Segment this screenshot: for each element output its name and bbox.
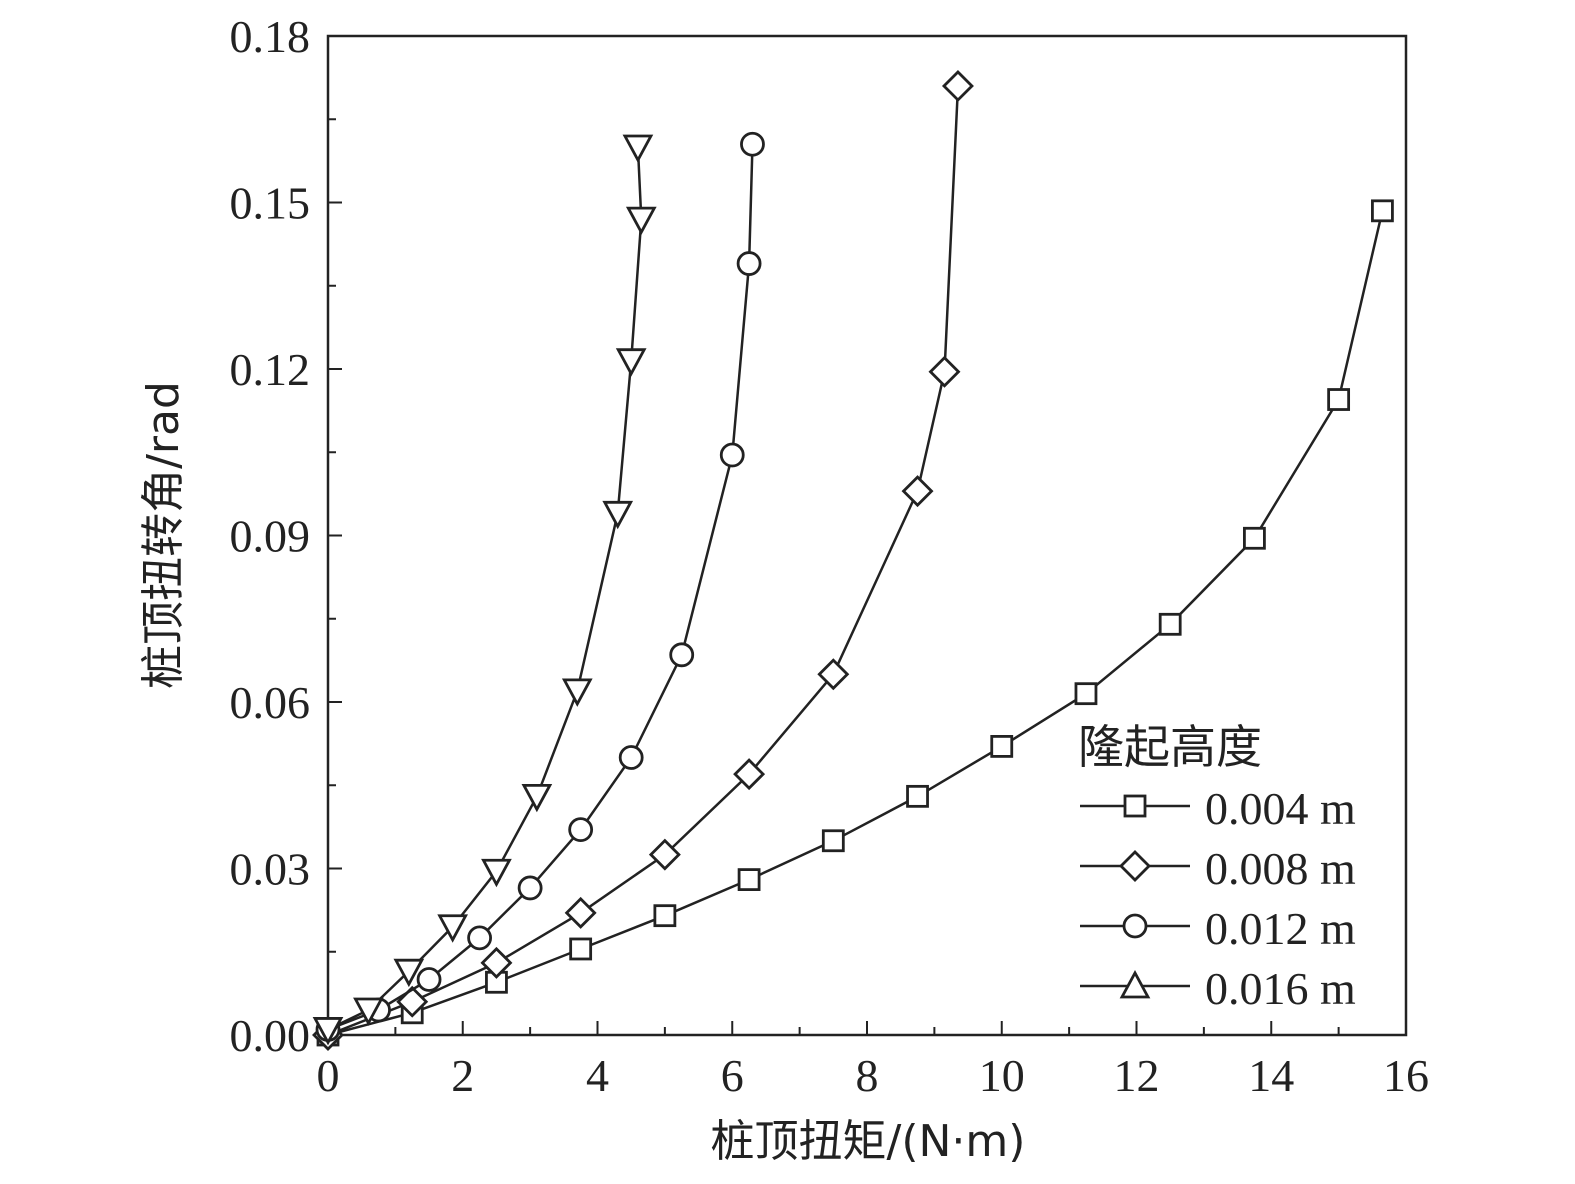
legend: 隆起高度 0.004 m 0.008 m 0.012 m 0.016 m	[1078, 720, 1356, 1014]
data-point	[564, 896, 597, 929]
data-point	[618, 745, 644, 770]
data-point	[481, 858, 512, 888]
legend-item: 0.012 m	[1080, 903, 1356, 954]
legend-label: 0.008 m	[1205, 843, 1356, 894]
data-point	[928, 355, 961, 388]
data-point	[416, 967, 442, 992]
data-point	[437, 914, 468, 943]
x-tick-label: 14	[1248, 1050, 1294, 1101]
x-axis-title: 桩顶扭矩/(N·m)	[711, 1116, 1026, 1167]
y-axis-title: 桩顶扭转角/rad	[138, 381, 189, 689]
data-point	[568, 817, 594, 843]
y-tick-label: 0.09	[230, 511, 311, 562]
data-point	[990, 735, 1014, 758]
data-point	[736, 251, 762, 276]
y-tick-label: 0.03	[230, 844, 311, 895]
x-tick-label: 8	[856, 1050, 879, 1101]
legend-label: 0.016 m	[1205, 963, 1356, 1014]
data-point	[561, 678, 593, 707]
series-4	[312, 134, 657, 1046]
data-point	[480, 946, 513, 979]
data-point	[669, 642, 695, 668]
data-point	[353, 997, 384, 1026]
y-tick-label: 0.00	[230, 1010, 311, 1061]
x-tick-label: 2	[451, 1050, 474, 1101]
y-tick-label: 0.06	[230, 677, 311, 728]
data-point	[821, 829, 845, 853]
x-tick-label: 12	[1114, 1050, 1160, 1101]
legend-item: 0.016 m	[1080, 963, 1356, 1014]
data-point	[901, 475, 934, 508]
data-point	[817, 658, 850, 691]
data-point	[1243, 526, 1266, 550]
legend-marker	[1123, 794, 1147, 818]
data-point	[615, 348, 647, 377]
legend-marker	[1119, 970, 1151, 999]
series-line	[327, 144, 754, 1031]
x-tick-label: 4	[586, 1050, 609, 1101]
data-point	[906, 784, 929, 808]
axis-ticks: 0 2 4 6 8 10 12 14 16 0.00 0.03 0.06 0.09 0.12 0.15 0.1…	[230, 11, 1430, 1101]
data-point	[719, 442, 745, 468]
data-point	[1074, 682, 1098, 706]
legend-label: 0.012 m	[1205, 903, 1356, 954]
y-tick-label: 0.15	[230, 178, 311, 229]
y-tick-label: 0.18	[230, 11, 311, 62]
data-point	[517, 875, 543, 901]
legend-item: 0.004 m	[1080, 783, 1356, 834]
data-point	[393, 958, 425, 988]
data-point	[733, 758, 766, 791]
data-point	[740, 131, 765, 157]
data-point	[1327, 388, 1351, 411]
legend-label: 0.004 m	[1205, 783, 1356, 834]
series-line	[327, 210, 1384, 1037]
data-point	[625, 206, 657, 236]
legend-item: 0.008 m	[1080, 843, 1356, 894]
data-point	[569, 937, 593, 961]
legend-marker	[1119, 850, 1151, 882]
series-line	[327, 85, 960, 1037]
series-line	[327, 146, 643, 1031]
data-point	[602, 500, 634, 530]
y-tick-label: 0.12	[230, 344, 311, 395]
data-point	[941, 69, 974, 102]
legend-title: 隆起高度	[1078, 720, 1262, 774]
x-tick-label: 6	[721, 1050, 744, 1101]
data-point	[467, 925, 492, 951]
series-group	[312, 69, 1394, 1051]
data-point	[1158, 612, 1182, 636]
data-point	[312, 1017, 344, 1046]
data-point	[653, 904, 677, 928]
x-tick-label: 0	[317, 1050, 340, 1101]
x-tick-label: 16	[1383, 1050, 1429, 1101]
series-3	[315, 131, 765, 1042]
legend-marker	[1122, 913, 1148, 939]
data-point	[737, 868, 761, 891]
data-point	[648, 838, 681, 871]
data-point	[521, 783, 553, 813]
data-point	[1371, 199, 1394, 223]
data-point	[622, 134, 654, 163]
x-tick-label: 10	[979, 1050, 1025, 1101]
